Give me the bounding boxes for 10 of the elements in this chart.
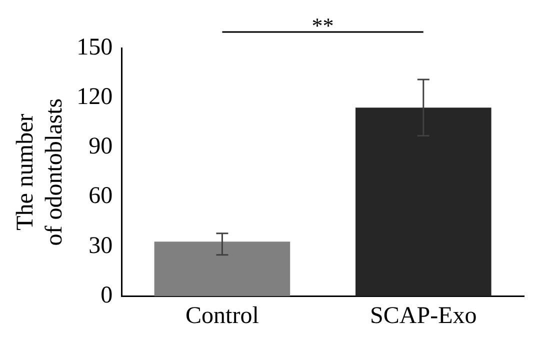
x-tick-label: SCAP-Exo	[370, 302, 477, 329]
y-tick-label: 0	[100, 282, 113, 308]
y-tick-label: 30	[88, 232, 113, 259]
text: **	[312, 12, 334, 38]
y-tick-label: 90	[88, 134, 113, 160]
x-tick-label: Control	[186, 302, 260, 329]
y-tick-label: 150	[76, 34, 113, 60]
y-tick-label: 120	[76, 84, 113, 110]
y-axis-title: The number of odontoblasts	[12, 98, 68, 246]
y-tick-label: 60	[88, 183, 113, 210]
